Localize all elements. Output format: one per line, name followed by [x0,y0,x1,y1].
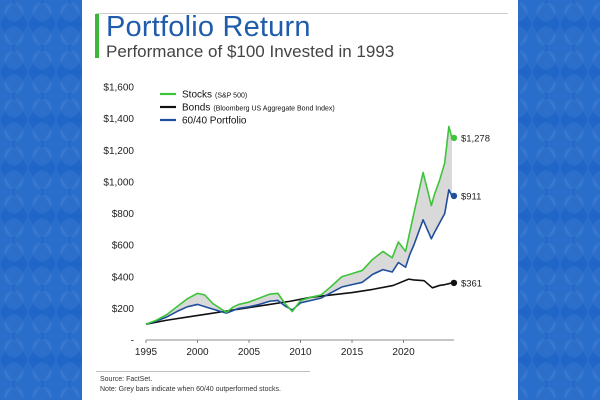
end-point-stocks [450,134,458,142]
portfolio-6040-line [145,188,453,325]
legend-series-source: (Bloomberg US Aggregate Bond Index) [213,106,334,113]
bonds-line [145,278,453,325]
x-tick-label: 1995 [135,347,158,358]
x-axis: 1995 2000 2005 2010 2015 2020 [135,339,454,358]
legend-entry: 60/40 Portfolio [182,116,247,127]
y-tick-label: $200 [112,304,135,315]
y-tick-label: - [131,336,134,347]
page-title: Portfolio Return [106,11,311,43]
top-divider [96,13,508,14]
end-value-label: $361 [461,278,482,289]
series-end-markers: $1,278 $361 $911 [450,133,490,289]
x-tick-label: 2015 [341,347,364,358]
legend-series-source: (S&P 500) [215,93,247,100]
legend-entry: Bonds (Bloomberg US Aggregate Bond Index) [182,103,335,114]
x-tick-label: 2005 [238,347,261,358]
y-axis: - $200 $400 $600 $800 $1,000 $1,200 $1,400 $1,60… [103,83,134,347]
end-value-label: $1,278 [461,133,490,144]
footnote: Note: Grey bars indicate when 60/40 outp… [100,386,281,393]
y-tick-label: $1,200 [103,146,134,157]
title-accent-bar [95,14,99,58]
y-tick-label: $1,400 [103,114,134,125]
y-tick-label: $1,600 [103,83,134,94]
legend-series-name: Bonds [182,103,210,114]
footer-divider [96,371,310,372]
legend-series-name: Stocks [182,90,212,101]
legend: Stocks (S&P 500) Bonds (Bloomberg US Aggreg… [160,90,335,127]
source-note: Source: FactSet. [100,376,153,383]
y-tick-label: $800 [112,209,135,220]
page-subtitle: Performance of $100 Invested in 1993 [106,42,395,61]
y-tick-label: $400 [112,272,135,283]
end-point-bonds [450,279,458,287]
y-tick-label: $1,000 [103,177,134,188]
end-value-label: $911 [461,191,481,202]
y-tick-label: $600 [112,241,135,252]
end-point-portfolio-6040 [450,192,458,200]
chart-card: Portfolio Return Performance of $100 Inv… [82,0,518,400]
legend-series-name: 60/40 Portfolio [182,116,247,127]
legend-entry: Stocks (S&P 500) [182,90,247,101]
stocks-vs-portfolio-gap-area [146,126,452,325]
x-tick-label: 2010 [289,347,312,358]
series-lines [145,125,453,325]
x-tick-label: 2000 [186,347,209,358]
x-tick-label: 2020 [392,347,415,358]
portfolio-return-chart: - $200 $400 $600 $800 $1,000 $1,200 $1,400 $1,60… [103,83,490,359]
stocks-line [145,125,453,325]
